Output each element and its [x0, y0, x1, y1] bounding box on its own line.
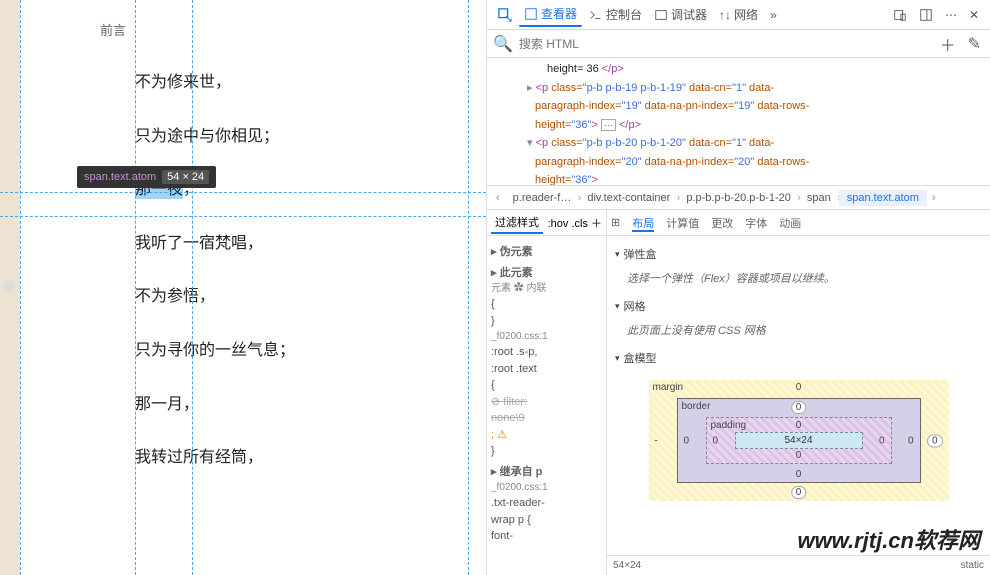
dom-node[interactable]: height="36">: [487, 171, 990, 186]
style-rule[interactable]: .txt-reader-: [491, 495, 602, 512]
style-rule[interactable]: ⊘ filter:: [491, 394, 602, 411]
style-rule[interactable]: ; ⚠: [491, 427, 602, 444]
breadcrumb-item[interactable]: span: [799, 190, 839, 206]
reader-pane: 前言 不为修来世，只为途中与你相见；那一夜，我听了一宿梵唱，不为参悟，只为寻你的…: [0, 0, 487, 575]
breadcrumb-item[interactable]: span.text.atom: [839, 190, 927, 206]
layout-tab[interactable]: 布局: [632, 218, 654, 232]
responsive-mode-icon[interactable]: [888, 5, 912, 25]
layout-panel: ⊞ 布局计算值更改字体动画 弹性盒 选择一个弹性（Flex）容器或项目以继续。 …: [607, 210, 990, 575]
dom-tree[interactable]: height= 36 </p>▸ <p class="p-b p-b-19 p-…: [487, 58, 990, 186]
box-model-diagram: margin 00-0 border 0000 padding 0000 54×…: [649, 380, 949, 501]
boxmodel-content: 54×24: [735, 432, 863, 449]
breadcrumb-item[interactable]: p.reader-f…: [505, 190, 580, 206]
style-rule[interactable]: }: [491, 443, 602, 460]
devtools-pane: 查看器 控制台 调试器 ↑↓网络 » ⋯ ✕ 🔍 ＋ ✎ height= 36 …: [487, 0, 990, 575]
reader-line: 只为寻你的一丝气息；: [135, 338, 466, 364]
style-source[interactable]: _f0200.css:1: [491, 329, 602, 344]
close-icon[interactable]: ✕: [964, 5, 984, 25]
boxmodel-section[interactable]: 盒模型: [615, 346, 982, 370]
style-section[interactable]: ▸ 此元素: [491, 265, 602, 282]
style-rule[interactable]: :root .text: [491, 361, 602, 378]
filter-styles-label[interactable]: 过滤样式: [491, 212, 543, 234]
devtools-toolbar: 查看器 控制台 调试器 ↑↓网络 » ⋯ ✕: [487, 0, 990, 30]
scroll-indicator[interactable]: [3, 280, 15, 292]
highlight-guide: [135, 0, 136, 575]
tooltip-selector: span.text.atom: [84, 171, 156, 183]
style-source[interactable]: 元素 ✿ 内联: [491, 281, 602, 296]
style-section[interactable]: ▸ 继承自 p: [491, 464, 602, 481]
reader-line: 不为参悟，: [135, 284, 466, 310]
layout-footer: 54×24 static: [607, 555, 990, 575]
style-source[interactable]: _f0200.css:1: [491, 480, 602, 495]
tab-inspector[interactable]: 查看器: [519, 2, 582, 27]
style-rule[interactable]: }: [491, 313, 602, 330]
highlight-guide: [0, 192, 486, 193]
dom-node[interactable]: height= 36 </p>: [487, 60, 990, 79]
dom-breadcrumbs: ‹ p.reader-f…div.text-containerp.p-b.p-b…: [487, 186, 990, 210]
reader-section-title: 前言: [100, 20, 126, 39]
watermark: www.rjtj.cn软荐网: [797, 523, 980, 555]
style-rule[interactable]: {: [491, 377, 602, 394]
hov-toggle[interactable]: :hov: [548, 218, 569, 230]
highlight-guide: [20, 0, 21, 575]
style-rule[interactable]: none\9: [491, 410, 602, 427]
margin-label: margin: [653, 382, 684, 393]
tab-network[interactable]: ↑↓网络: [714, 3, 763, 26]
footer-dim: 54×24: [613, 560, 641, 571]
tabs-overflow[interactable]: »: [765, 5, 782, 25]
layout-tab[interactable]: 计算值: [666, 218, 699, 230]
dom-node[interactable]: paragraph-index="19" data-na-pn-index="1…: [487, 97, 990, 116]
dom-node[interactable]: ▸ <p class="p-b p-b-19 p-b-1-19" data-cn…: [487, 79, 990, 98]
grid-section[interactable]: 网格: [615, 294, 982, 318]
style-rule[interactable]: font-: [491, 528, 602, 545]
style-rule[interactable]: :root .s-p,: [491, 344, 602, 361]
dom-node[interactable]: ▾ <p class="p-b p-b-20 p-b-1-20" data-cn…: [487, 134, 990, 153]
reader-line: 只为途中与你相见；: [135, 124, 466, 150]
html-search-bar: 🔍 ＋ ✎: [487, 30, 990, 58]
reader-line: 我听了一宿梵唱，: [135, 231, 466, 257]
layout-tab[interactable]: 更改: [711, 218, 733, 230]
reader-content: 不为修来世，只为途中与你相见；那一夜，我听了一宿梵唱，不为参悟，只为寻你的一丝气…: [135, 70, 466, 499]
dom-node[interactable]: height="36"> ⋯ </p>: [487, 116, 990, 135]
flexbox-msg: 选择一个弹性（Flex）容器或项目以继续。: [615, 266, 982, 294]
grid-msg: 此页面上没有使用 CSS 网格: [615, 318, 982, 346]
search-icon: 🔍: [493, 34, 513, 54]
reader-line: 我转过所有经筒，: [135, 445, 466, 471]
style-rule[interactable]: wrap p {: [491, 512, 602, 529]
dom-node[interactable]: paragraph-index="20" data-na-pn-index="2…: [487, 153, 990, 172]
tooltip-dimensions: 54 × 24: [162, 170, 209, 184]
highlight-guide: [468, 0, 469, 575]
styles-panel: 过滤样式 :hov .cls ＋ ▸ 伪元素▸ 此元素元素 ✿ 内联{}_f02…: [487, 210, 607, 575]
padding-label: padding: [711, 420, 747, 431]
style-rule[interactable]: {: [491, 296, 602, 313]
reader-line: 不为修来世，: [135, 70, 466, 96]
html-search-input[interactable]: [519, 37, 931, 51]
tab-debugger[interactable]: 调试器: [649, 3, 712, 26]
reader-line: 那一月，: [135, 392, 466, 418]
tab-console[interactable]: 控制台: [584, 3, 647, 26]
layout-tab[interactable]: 动画: [779, 218, 801, 230]
eyedropper-icon[interactable]: ✎: [965, 31, 984, 57]
element-tooltip: span.text.atom 54 × 24: [77, 166, 216, 188]
cls-toggle[interactable]: .cls: [571, 218, 588, 230]
pick-element-icon[interactable]: [493, 5, 517, 25]
crumb-prev-icon[interactable]: ‹: [491, 190, 505, 206]
add-rule-icon[interactable]: ＋: [591, 218, 602, 230]
footer-position: static: [961, 560, 984, 571]
add-icon[interactable]: ＋: [937, 29, 959, 59]
breadcrumb-item[interactable]: div.text-container: [579, 190, 678, 206]
highlight-guide: [192, 0, 193, 575]
more-icon[interactable]: ⋯: [940, 5, 962, 25]
highlight-guide: [0, 216, 486, 217]
flexbox-section[interactable]: 弹性盒: [615, 242, 982, 266]
border-label: border: [682, 401, 711, 412]
layout-panel-icon[interactable]: ⊞: [611, 216, 620, 229]
crumb-next-icon[interactable]: ›: [927, 190, 941, 206]
breadcrumb-item[interactable]: p.p-b.p-b-20.p-b-1-20: [678, 190, 799, 206]
dock-side-icon[interactable]: [914, 5, 938, 25]
layout-tab[interactable]: 字体: [745, 218, 767, 230]
style-section[interactable]: ▸ 伪元素: [491, 244, 602, 261]
